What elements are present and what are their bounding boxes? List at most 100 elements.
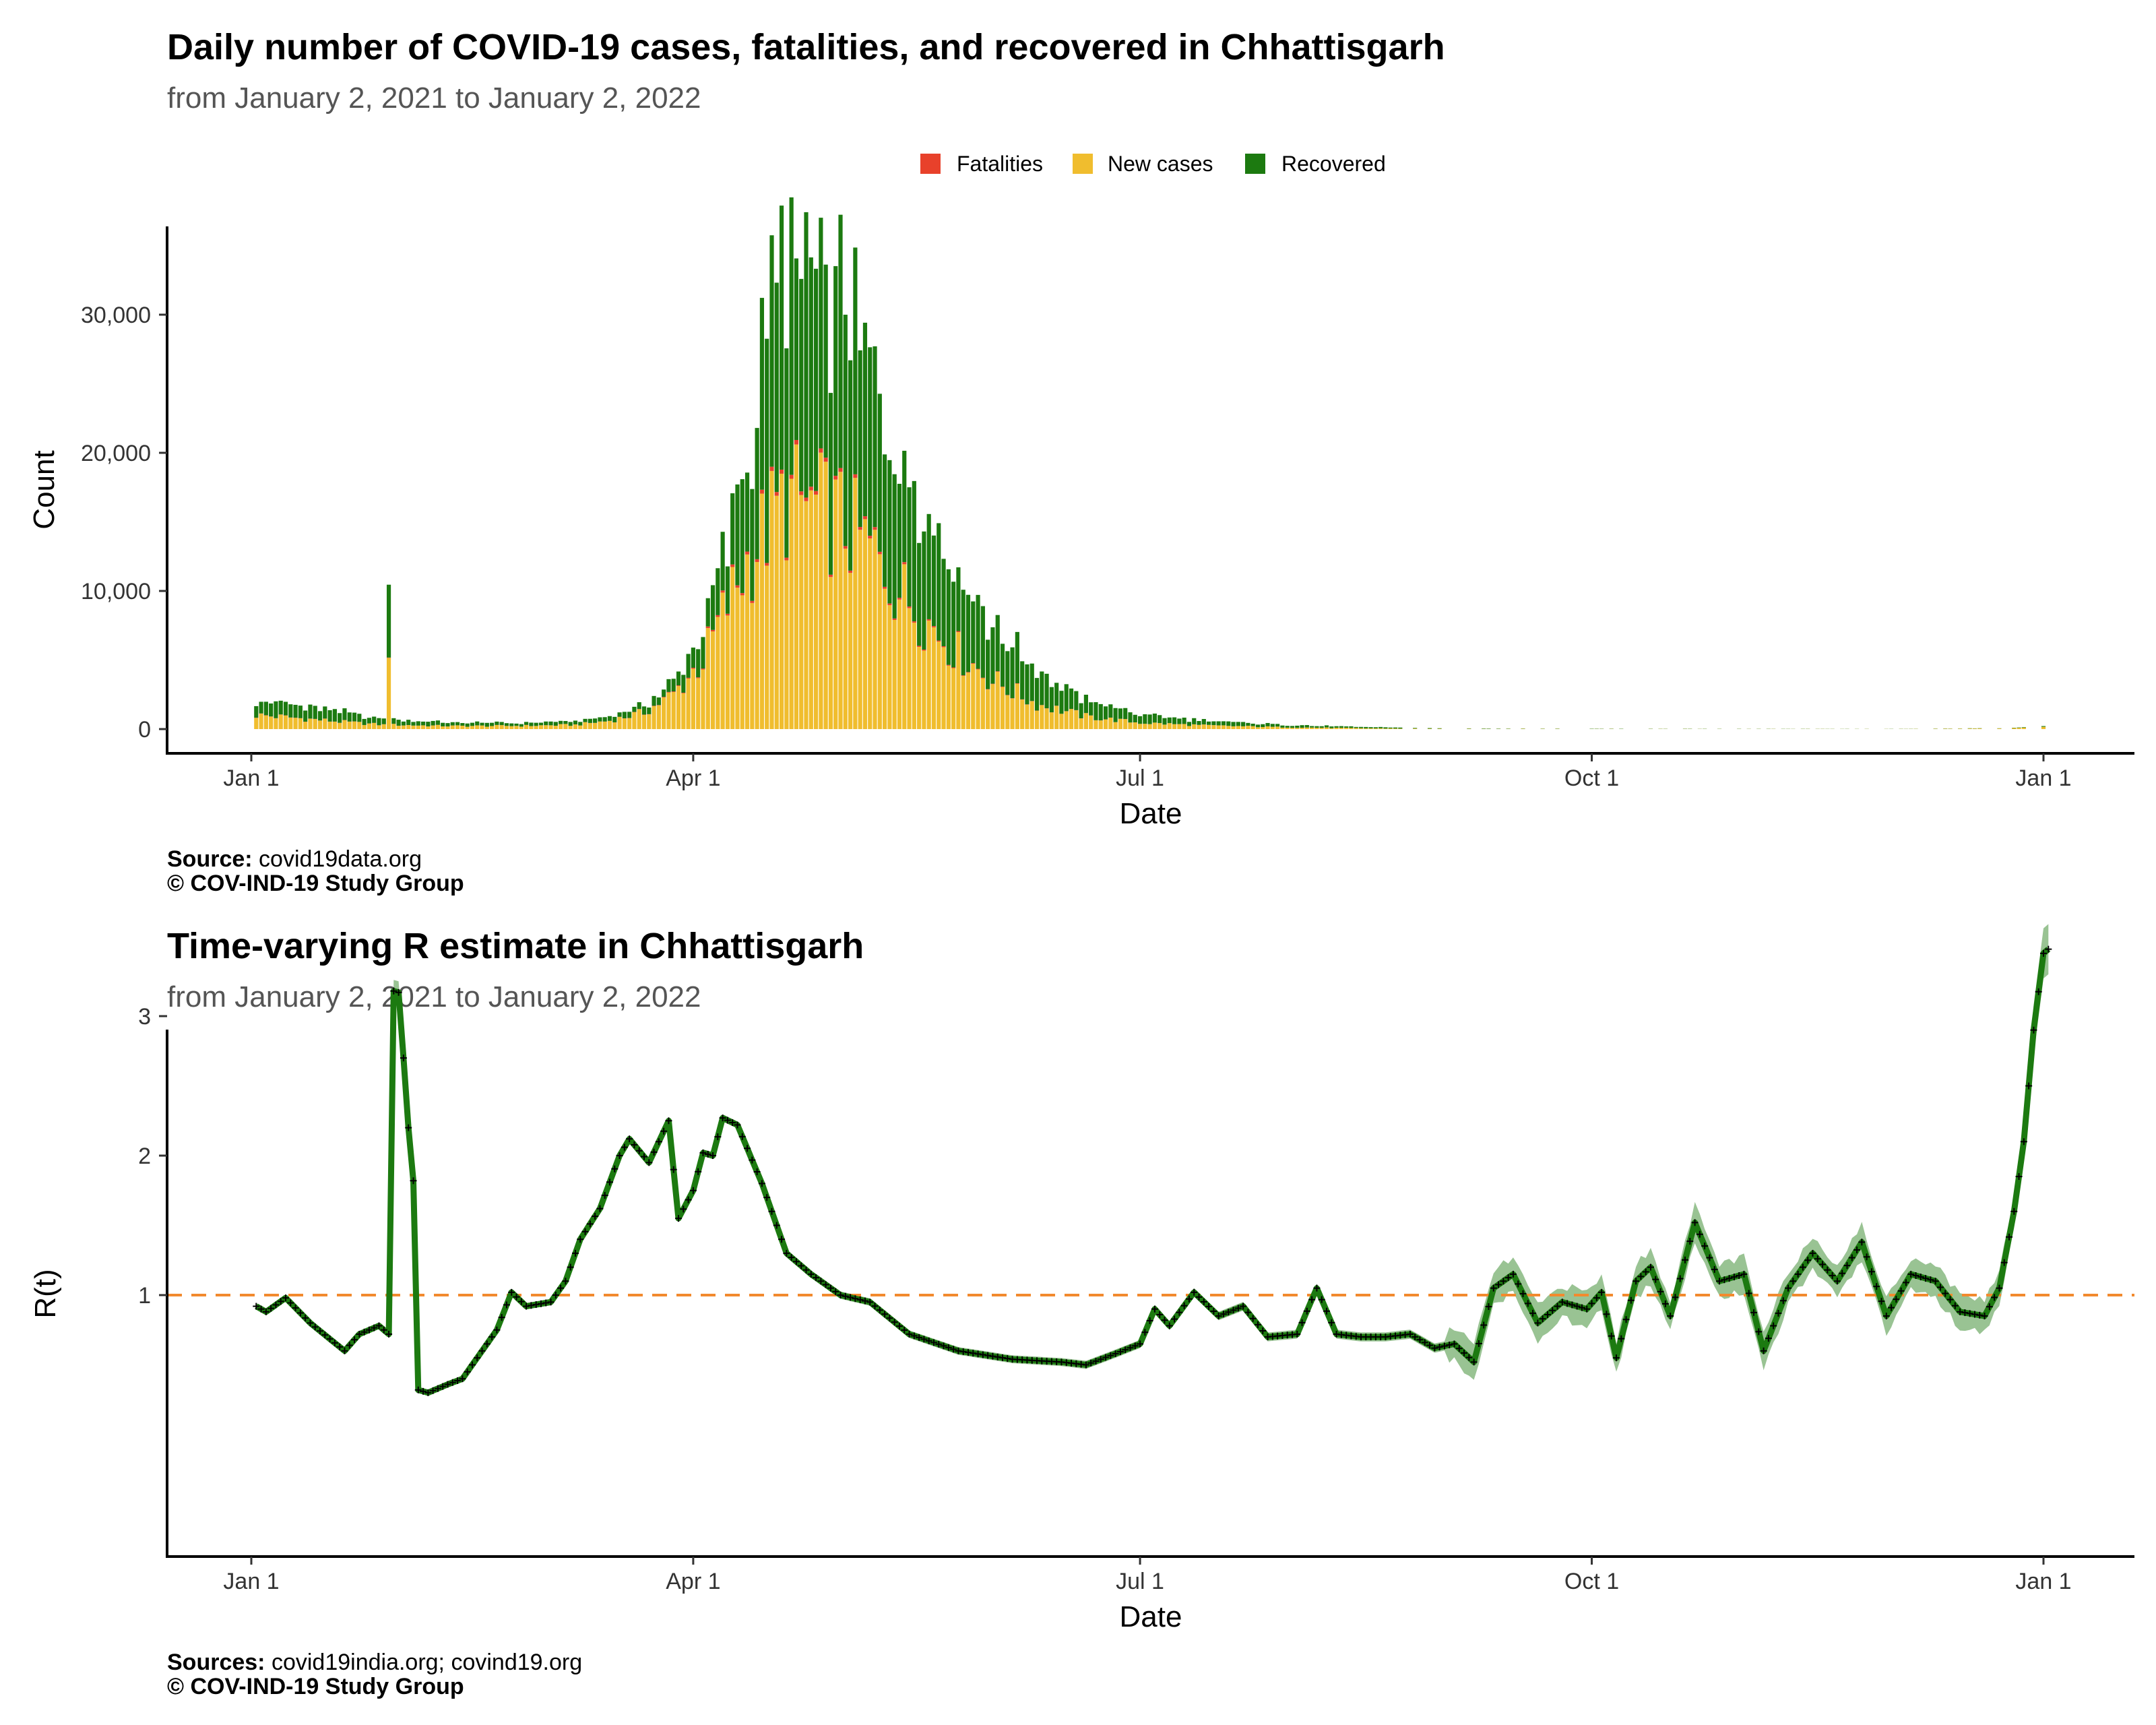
bar-new-cases [946, 665, 951, 729]
cases-x-tick-label: Jan 1 [223, 765, 279, 791]
bar-recovered [971, 601, 976, 664]
rt-point-marker [901, 1327, 908, 1334]
bar-recovered [332, 709, 337, 722]
bar-new-cases [735, 588, 740, 729]
rt-point-marker [1858, 1238, 1866, 1246]
bar-recovered [641, 706, 647, 715]
bar-recovered [1241, 722, 1246, 726]
bar-recovered [1152, 713, 1158, 723]
bar-recovered [465, 723, 470, 727]
rt-point-marker [454, 1377, 462, 1384]
bar-new-cases [372, 722, 377, 729]
bar-recovered [283, 701, 288, 716]
bar-fatalities [765, 563, 769, 566]
bar-recovered [1300, 725, 1304, 728]
bar-recovered [1158, 715, 1162, 724]
rt-point-marker [758, 1180, 765, 1187]
rt-point-marker [1986, 1303, 1993, 1311]
bar-new-cases [2017, 728, 2021, 729]
rt-point-marker [788, 1254, 795, 1261]
rt-point-marker [1465, 1354, 1473, 1361]
bar-recovered [862, 322, 868, 517]
rt-point-marker [1116, 1348, 1124, 1356]
bar-recovered [263, 701, 268, 716]
rt-point-marker [488, 1334, 496, 1341]
bar-new-cases [883, 588, 887, 729]
bar-recovered [288, 704, 293, 718]
rt-y-ticks: 1 2 3 [138, 1004, 167, 1309]
bar-new-cases [1069, 709, 1074, 729]
bar-recovered [1044, 673, 1049, 709]
rt-point-marker [336, 1343, 344, 1350]
rt-point-marker [464, 1368, 471, 1375]
bar-new-cases [1972, 728, 1977, 729]
rt-point-marker [631, 1141, 638, 1148]
rt-point-marker [272, 1301, 280, 1309]
bar-recovered [303, 710, 308, 722]
bar-new-cases [632, 712, 637, 729]
rt-point-marker [1971, 1311, 1978, 1318]
bar-new-cases [607, 720, 612, 729]
bar-fatalities [931, 626, 937, 627]
bar-new-cases [1133, 722, 1137, 729]
bar-new-cases [956, 632, 961, 729]
bar-recovered [1108, 704, 1113, 718]
bar-recovered [765, 338, 769, 563]
bar-new-cases [705, 628, 710, 729]
rt-point-marker [1598, 1288, 1606, 1296]
rt-point-marker [424, 1389, 432, 1396]
bar-recovered [1364, 726, 1368, 728]
bar-new-cases [1118, 718, 1123, 729]
rt-point-marker [1259, 1327, 1267, 1334]
bar-fatalities [941, 646, 946, 648]
rt-point-marker [847, 1294, 854, 1301]
rt-point-marker [1406, 1330, 1414, 1338]
rt-point-marker [1313, 1284, 1321, 1292]
bar-recovered [1265, 722, 1270, 726]
bar-new-cases [1319, 728, 1324, 729]
bar-fatalities [892, 618, 897, 620]
bar-recovered [995, 615, 1000, 672]
rt-point-marker [267, 1305, 275, 1312]
rt-point-marker [837, 1292, 844, 1298]
bar-recovered [1246, 722, 1250, 726]
bar-new-cases [534, 726, 538, 729]
bar-new-cases [873, 530, 877, 729]
rt-point-marker [1839, 1269, 1846, 1277]
bar-fatalities [986, 689, 990, 690]
bar-new-cases [926, 620, 931, 729]
rt-point-marker [1711, 1265, 1718, 1273]
bar-recovered [1034, 678, 1040, 711]
bar-fatalities [755, 559, 759, 562]
rt-point-marker [601, 1191, 608, 1199]
rt-point-marker [2020, 1138, 2027, 1146]
bar-new-cases [377, 725, 381, 729]
rt-point-marker [1122, 1346, 1129, 1354]
bar-new-cases [602, 721, 607, 729]
bar-new-cases [1005, 695, 1010, 729]
rt-point-marker [1632, 1278, 1640, 1285]
bar-recovered [1177, 718, 1182, 724]
bar-new-cases [1250, 726, 1255, 729]
bar-new-cases [1201, 724, 1206, 729]
bar-new-cases [1108, 718, 1113, 729]
rt-point-marker [1298, 1319, 1306, 1326]
bar-fatalities [883, 586, 887, 589]
bar-new-cases [1285, 727, 1290, 729]
rt-point-marker [1843, 1262, 1851, 1269]
bar-recovered [1074, 691, 1079, 710]
rt-point-marker [1608, 1332, 1615, 1340]
rt-point-marker [459, 1375, 466, 1383]
bar-recovered [480, 722, 484, 726]
bar-new-cases [877, 554, 882, 729]
rt-point-marker [1676, 1275, 1684, 1282]
rt-point-marker [881, 1311, 889, 1318]
rt-point-marker [1200, 1298, 1207, 1305]
bar-new-cases [716, 617, 720, 729]
cases-legend: Fatalities New cases Recovered [920, 152, 1386, 176]
bar-recovered [1304, 725, 1309, 728]
rt-point-marker [768, 1208, 775, 1215]
rt-point-marker [532, 1301, 540, 1309]
bar-new-cases [1143, 724, 1147, 729]
rt-x-axis-label: Date [1120, 1600, 1182, 1633]
